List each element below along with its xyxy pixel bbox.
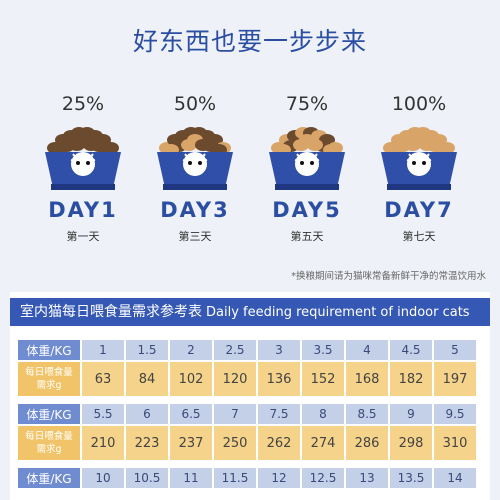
feed-cell: 120 xyxy=(214,362,256,396)
feed-cell: 210 xyxy=(82,426,124,460)
percent: 25% xyxy=(61,93,105,115)
feed-cell: 298 xyxy=(390,426,432,460)
day-zh: 第五天 xyxy=(290,230,324,243)
table-title-en: Daily feeding requirement of indoor cats xyxy=(206,305,470,320)
weight-cell: 6.5 xyxy=(170,404,212,424)
weight-cell: 5 xyxy=(434,340,476,360)
subtitle: 好东西也要一步步来 xyxy=(132,27,367,56)
percent: 75% xyxy=(285,93,329,115)
weight-cell: 14 xyxy=(434,468,476,488)
day: DAY7 xyxy=(384,198,454,222)
weight-cell: 3.5 xyxy=(302,340,344,360)
feed-cell: 63 xyxy=(82,362,124,396)
note: *换粮期间请为猫咪常备新鲜干净的常温饮用水 xyxy=(291,271,486,282)
feed-label: 每日喂食量需求g xyxy=(18,362,80,396)
weight-label: 体重/KG xyxy=(18,468,80,488)
feed-cell: 250 xyxy=(214,426,256,460)
weight-cell: 13 xyxy=(346,468,388,488)
feed-cell: 274 xyxy=(302,426,344,460)
feed-cell: 262 xyxy=(258,426,300,460)
feed-cell: 152 xyxy=(302,362,344,396)
feed-cell: 197 xyxy=(434,362,476,396)
weight-cell: 4 xyxy=(346,340,388,360)
feed-cell: 223 xyxy=(126,426,168,460)
day-zh: 第一天 xyxy=(66,230,100,243)
weight-cell: 8.5 xyxy=(346,404,388,424)
bowl-icon xyxy=(381,127,457,190)
weight-cell: 5.5 xyxy=(82,404,124,424)
weight-label: 体重/KG xyxy=(18,404,80,424)
table-panel xyxy=(10,292,490,500)
percent: 50% xyxy=(173,93,217,115)
feed-cell: 286 xyxy=(346,426,388,460)
day-zh: 第七天 xyxy=(402,230,436,243)
feed-cell: 310 xyxy=(434,426,476,460)
feed-cell: 237 xyxy=(170,426,212,460)
feed-cell: 84 xyxy=(126,362,168,396)
feed-cell: 182 xyxy=(390,362,432,396)
feed-cell: 136 xyxy=(258,362,300,396)
day-zh: 第三天 xyxy=(178,230,212,243)
weight-cell: 4.5 xyxy=(390,340,432,360)
weight-cell: 9 xyxy=(390,404,432,424)
table-title-bar: 室内猫每日喂食量需求参考表 Daily feeding requirement o… xyxy=(10,298,490,326)
weight-cell: 10 xyxy=(82,468,124,488)
weight-cell: 13.5 xyxy=(390,468,432,488)
weight-cell: 11 xyxy=(170,468,212,488)
weight-cell: 1 xyxy=(82,340,124,360)
percent: 100% xyxy=(391,93,447,115)
weight-cell: 11.5 xyxy=(214,468,256,488)
bowl-icon xyxy=(45,127,121,190)
weight-cell: 10.5 xyxy=(126,468,168,488)
weight-cell: 9.5 xyxy=(434,404,476,424)
weight-label: 体重/KG xyxy=(18,340,80,360)
weight-cell: 2.5 xyxy=(214,340,256,360)
day: DAY1 xyxy=(48,198,118,222)
weight-cell: 7.5 xyxy=(258,404,300,424)
bowl-icon xyxy=(157,127,233,190)
weight-cell: 2 xyxy=(170,340,212,360)
bowl-icon xyxy=(269,127,345,190)
day: DAY5 xyxy=(272,198,342,222)
feed-label: 每日喂食量需求g xyxy=(18,426,80,460)
weight-cell: 8 xyxy=(302,404,344,424)
weight-cell: 12.5 xyxy=(302,468,344,488)
weight-cell: 3 xyxy=(258,340,300,360)
weight-cell: 12 xyxy=(258,468,300,488)
weight-cell: 7 xyxy=(214,404,256,424)
weight-cell: 1.5 xyxy=(126,340,168,360)
weight-cell: 6 xyxy=(126,404,168,424)
feed-cell: 168 xyxy=(346,362,388,396)
table-title: 室内猫每日喂食量需求参考表 xyxy=(20,304,202,320)
feed-cell: 102 xyxy=(170,362,212,396)
day: DAY3 xyxy=(160,198,230,222)
